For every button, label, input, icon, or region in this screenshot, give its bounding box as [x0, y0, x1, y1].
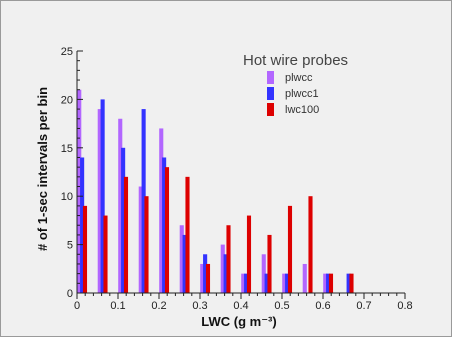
- bar-lwc100-20: [287, 205, 293, 293]
- legend-swatch-plwcc: [267, 71, 274, 84]
- bar-lwc100-26: [349, 273, 354, 293]
- bar-plwcc1-20: [285, 273, 290, 293]
- bar-plwcc1-8: [162, 157, 167, 293]
- bar-plwcc-0: [77, 89, 82, 293]
- bar-plwcc-4: [118, 118, 123, 293]
- legend-swatch-plwcc1: [267, 87, 274, 100]
- y-tick-label: 15: [61, 143, 73, 155]
- bar-lwc100-8: [164, 167, 170, 293]
- bar-plwcc1-24: [326, 273, 331, 293]
- bar-plwcc1-10: [182, 234, 187, 293]
- legend-label-lwc100: lwc100: [285, 104, 319, 116]
- x-tick-label: 0.4: [233, 300, 248, 312]
- y-axis-title: # of 1-sec intervals per bin: [35, 87, 50, 251]
- bar-plwcc1-0: [80, 157, 85, 293]
- bar-lwc100-14: [226, 225, 231, 293]
- bar-lwc100-18: [267, 234, 272, 293]
- legend-swatch-lwc100: [267, 103, 274, 116]
- bar-plwcc-16: [241, 273, 246, 293]
- legend-label-plwcc1: plwcc1: [285, 88, 319, 100]
- x-tick-label: 0.3: [192, 300, 207, 312]
- y-tick-label: 20: [61, 94, 73, 106]
- bar-lwc100-16: [246, 215, 252, 293]
- bar-plwcc-2: [97, 109, 102, 293]
- x-axis-title: LWC (g m⁻³): [201, 314, 276, 329]
- bar-plwcc-8: [159, 128, 164, 293]
- x-tick-label: 0.1: [110, 300, 125, 312]
- bar-plwcc1-12: [203, 254, 208, 293]
- legend-label-plwcc: plwcc: [285, 72, 313, 84]
- x-tick-label: 0.5: [274, 300, 289, 312]
- bar-plwcc-22: [302, 263, 307, 293]
- bar-plwcc1-26: [346, 273, 351, 293]
- legend-title: Hot wire probes: [243, 52, 348, 69]
- bar-plwcc1-4: [121, 147, 126, 293]
- y-tick-label: 25: [61, 46, 73, 58]
- x-tick-label: 0.7: [356, 300, 371, 312]
- y-tick-label: 0: [67, 288, 73, 300]
- bar-lwc100-2: [103, 215, 108, 293]
- bar-lwc100-6: [144, 196, 149, 293]
- bar-plwcc-10: [179, 225, 184, 293]
- bar-plwcc1-16: [244, 273, 249, 293]
- bar-plwcc-14: [220, 244, 225, 293]
- x-tick-label: 0.6: [315, 300, 330, 312]
- bar-plwcc-18: [261, 254, 266, 293]
- bar-lwc100-22: [308, 196, 313, 293]
- bar-plwcc1-6: [141, 109, 146, 293]
- y-tick-label: 10: [61, 191, 73, 203]
- bar-lwc100-10: [185, 176, 190, 293]
- y-tick-label: 5: [67, 240, 73, 252]
- bar-plwcc1-14: [223, 254, 228, 293]
- bar-lwc100-12: [205, 263, 211, 293]
- bar-lwc100-4: [123, 176, 129, 293]
- bar-plwcc-6: [138, 186, 143, 293]
- x-tick-label: 0: [74, 300, 80, 312]
- bar-plwcc-12: [200, 263, 205, 293]
- bar-plwcc1-2: [100, 99, 105, 294]
- bar-lwc100-24: [328, 273, 334, 293]
- bars-group: [77, 89, 354, 294]
- bar-lwc100-0: [82, 205, 88, 293]
- axes-group: 0 0.1 0.2 0.3 0.4 0.5 0.6 0.7 0.8 0 5 10 15 20 25: [61, 46, 413, 312]
- x-tick-label: 0.8: [397, 300, 412, 312]
- bar-plwcc-24: [323, 273, 328, 293]
- bar-plwcc-20: [282, 273, 287, 293]
- x-tick-label: 0.2: [151, 300, 166, 312]
- legend: Hot wire probes plwcc plwcc1 lwc100: [243, 52, 348, 116]
- bar-plwcc1-18: [264, 273, 269, 293]
